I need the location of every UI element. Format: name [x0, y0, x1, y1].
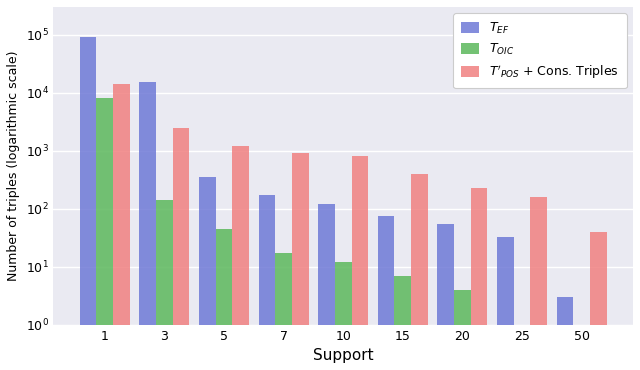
Bar: [80, 37, 97, 370]
Bar: [378, 216, 394, 370]
Bar: [113, 84, 130, 370]
Bar: [173, 128, 189, 370]
Bar: [216, 229, 232, 370]
Bar: [557, 297, 573, 370]
Bar: [471, 188, 488, 370]
Bar: [318, 204, 335, 370]
Bar: [394, 276, 411, 370]
Bar: [199, 177, 216, 370]
Bar: [140, 83, 156, 370]
Bar: [351, 156, 368, 370]
Bar: [275, 253, 292, 370]
Bar: [411, 174, 428, 370]
Bar: [437, 224, 454, 370]
Bar: [232, 146, 249, 370]
Bar: [292, 153, 308, 370]
Y-axis label: Number of triples (logarithmic scale): Number of triples (logarithmic scale): [7, 51, 20, 281]
Bar: [454, 290, 471, 370]
Bar: [335, 262, 351, 370]
Bar: [514, 324, 531, 370]
X-axis label: Support: Support: [313, 348, 374, 363]
Bar: [531, 197, 547, 370]
Bar: [156, 200, 173, 370]
Bar: [590, 232, 607, 370]
Bar: [97, 98, 113, 370]
Bar: [259, 195, 275, 370]
Bar: [497, 237, 514, 370]
Bar: [573, 327, 590, 370]
Legend: $T_{EF}$, $T_{OIC}$, $T'_{POS}$ + Cons. Triples: $T_{EF}$, $T_{OIC}$, $T'_{POS}$ + Cons. …: [453, 13, 627, 88]
